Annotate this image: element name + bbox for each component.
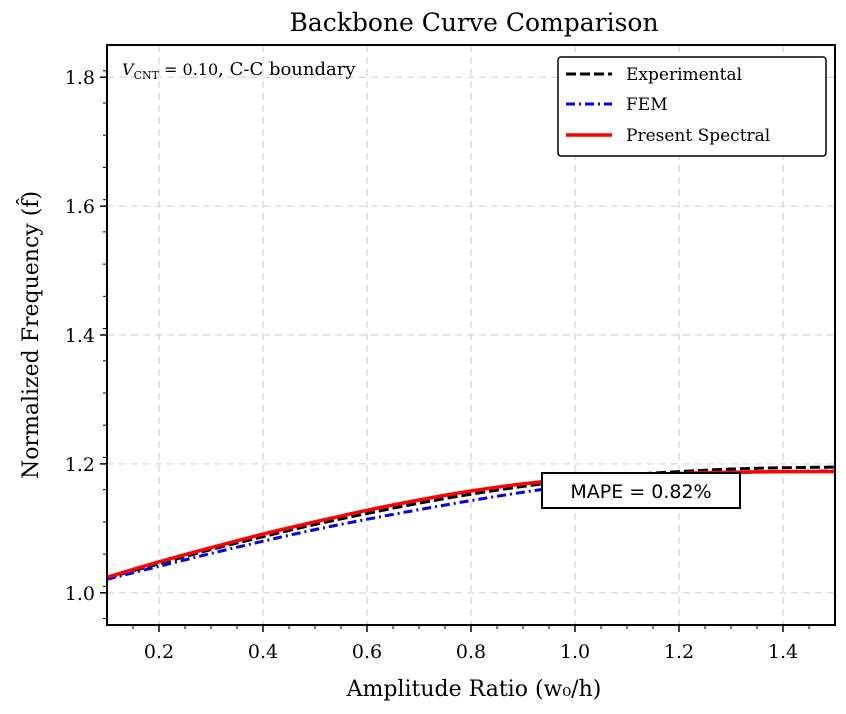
legend-label-present-spectral: Present Spectral xyxy=(626,126,770,146)
axes: 0.2 0.4 0.6 0.8 1.0 1.2 1.4 1.0 1.2 1.4 1.6 1.8 xyxy=(65,67,810,663)
condition-var: V xyxy=(122,60,135,79)
y-tick-label: 1.6 xyxy=(65,196,95,218)
x-axis-label: Amplitude Ratio (w₀/h) xyxy=(346,677,602,702)
y-tick-label: 1.8 xyxy=(65,67,95,89)
condition-annotation: VCNT = 0.10, C-C boundary xyxy=(122,59,356,82)
condition-text: , C-C boundary xyxy=(218,59,356,80)
mape-label: MAPE = 0.82% xyxy=(570,481,711,503)
y-tick-label: 1.2 xyxy=(65,454,95,476)
y-tick-label: 1.4 xyxy=(65,325,95,347)
grid-lines xyxy=(107,45,835,625)
x-tick-label: 0.4 xyxy=(248,641,278,663)
condition-sub: CNT xyxy=(134,69,160,82)
series-line-fem xyxy=(106,469,836,581)
legend: Experimental FEM Present Spectral xyxy=(557,56,827,157)
legend-box xyxy=(557,56,827,157)
condition-eq: = 0.10 xyxy=(159,60,218,79)
mape-box xyxy=(541,472,741,509)
y-axis-label: Normalized Frequency (f̂) xyxy=(17,191,44,479)
y-tick-label: 1.0 xyxy=(65,583,95,605)
x-tick-label: 1.4 xyxy=(768,641,798,663)
legend-label-experimental: Experimental xyxy=(626,65,742,85)
x-tick-label: 0.6 xyxy=(352,641,382,663)
mape-annotation: MAPE = 0.82% xyxy=(541,472,741,509)
series-line-experimental xyxy=(106,465,836,580)
x-tick-label: 1.0 xyxy=(560,641,590,663)
legend-label-fem: FEM xyxy=(626,95,668,115)
chart-title: Backbone Curve Comparison xyxy=(289,8,658,37)
x-tick-label: 1.2 xyxy=(664,641,694,663)
x-tick-label: 0.8 xyxy=(456,641,486,663)
x-tick-label: 0.2 xyxy=(144,641,174,663)
